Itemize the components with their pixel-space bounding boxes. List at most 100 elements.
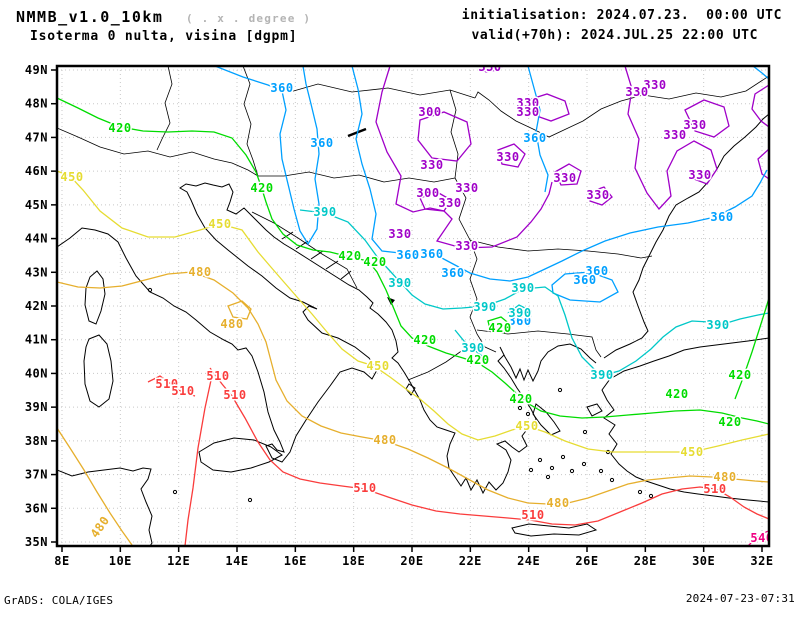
lat-axis-label: 35N (25, 535, 48, 549)
lat-axis-label: 43N (25, 265, 48, 279)
lat-axis-label: 36N (25, 501, 48, 515)
coast-hatch (325, 260, 339, 270)
island-coastline (405, 383, 416, 396)
contour-label-330: 330 (516, 105, 539, 119)
contour-label-330: 330 (420, 158, 443, 172)
country-border (469, 239, 497, 353)
contour-label-510: 510 (703, 482, 726, 496)
map-content: 3003003303303303303303303303303303303303… (57, 66, 773, 546)
small-island (582, 429, 588, 435)
small-island (609, 477, 615, 483)
contour-line-330 (497, 143, 526, 168)
country-border (474, 75, 769, 138)
contour-label-360: 360 (573, 273, 596, 287)
lat-axis-label: 42N (25, 299, 48, 313)
coastline (57, 182, 597, 495)
lon-axis-label: 10E (109, 554, 132, 568)
contour-label-300: 300 (418, 105, 441, 119)
contour-label-360: 360 (270, 81, 293, 95)
contour-label-330: 330 (688, 168, 711, 182)
contour-line-300 (417, 111, 472, 162)
contour-label-390: 390 (388, 276, 411, 290)
contour-label-450: 450 (208, 217, 231, 231)
contour-line-330 (751, 84, 769, 128)
contour-label-450: 450 (680, 445, 703, 459)
contour-label-390: 390 (473, 300, 496, 314)
contour-label-330: 330 (388, 227, 411, 241)
contour-label-360: 360 (585, 264, 608, 278)
coastline (57, 467, 153, 546)
contour-label-330: 330 (663, 128, 686, 142)
contour-label-390: 390 (511, 281, 534, 295)
contour-label-330: 330 (438, 196, 461, 210)
small-island (537, 457, 543, 463)
contour-line-450 (57, 170, 769, 453)
island-coastline (83, 334, 114, 408)
country-border (57, 127, 259, 177)
contour-line-480 (57, 271, 769, 505)
lon-axis-label: 16E (284, 554, 307, 568)
island-coastline (586, 403, 603, 417)
contour-label-510: 510 (171, 384, 194, 398)
contour-label-480: 480 (713, 470, 736, 484)
contour-line-360 (551, 271, 619, 303)
grid-lines (57, 66, 769, 546)
lon-axis-label: 20E (400, 554, 423, 568)
contour-label-330: 330 (586, 188, 609, 202)
lat-axis-label: 39N (25, 400, 48, 414)
contour-label-480: 480 (188, 265, 211, 279)
small-island (581, 461, 587, 467)
lon-axis-label: 32E (750, 554, 773, 568)
contour-label-540: 540 (750, 531, 773, 545)
small-island (598, 468, 604, 474)
contour-line-420 (487, 316, 512, 334)
contour-label-420: 420 (728, 368, 751, 382)
grid-resolution-note: ( . x . degree ) (186, 12, 312, 25)
contour-label-330: 330 (625, 85, 648, 99)
contour-line-330 (375, 66, 553, 249)
country-border (407, 344, 471, 381)
contour-label-360: 360 (508, 314, 531, 328)
contour-label-420: 420 (488, 321, 511, 335)
coast-hatch (310, 250, 324, 260)
contour-label-420: 420 (363, 255, 386, 269)
small-island (557, 387, 563, 393)
lon-axis-label: 26E (575, 554, 598, 568)
contour-line-360 (214, 66, 320, 246)
small-island (525, 411, 531, 417)
coastline (603, 113, 769, 359)
lon-axis-label: 14E (225, 554, 248, 568)
small-island (549, 465, 555, 471)
country-border (156, 66, 173, 151)
contour-line-510 (209, 367, 769, 526)
contour-label-420: 420 (509, 392, 532, 406)
contour-line-360 (351, 66, 768, 282)
contour-line-300 (419, 191, 452, 212)
contour-label-510: 510 (223, 388, 246, 402)
lat-axis-label: 47N (25, 130, 48, 144)
contour-label-450: 450 (60, 170, 83, 184)
contour-label-330: 330 (455, 239, 478, 253)
contour-label-360: 360 (523, 131, 546, 145)
lat-axis-label: 45N (25, 198, 48, 212)
axes: 49N 48N 47N 46N 45N 44N 43N 42N 41N 40N 39N 38N 37N 3… (25, 63, 773, 568)
lat-axis-label: 40N (25, 366, 48, 380)
contour-label-330: 330 (516, 96, 539, 110)
country-border (251, 211, 358, 289)
small-island (637, 489, 643, 495)
coast-hatch (295, 240, 309, 250)
contour-line-510 (147, 375, 196, 397)
contour-line-480 (57, 427, 133, 546)
contour-label-330: 330 (643, 78, 666, 92)
small-island (172, 489, 178, 495)
small-island (560, 454, 566, 460)
model-title: NMMB_v1.0_10km (16, 8, 164, 26)
country-border (476, 329, 602, 358)
contour-line-390 (299, 209, 769, 376)
lat-axis-label: 38N (25, 434, 48, 448)
contour-line-330 (476, 66, 504, 73)
contour-label-510: 510 (353, 481, 376, 495)
lon-axis-label: 22E (459, 554, 482, 568)
